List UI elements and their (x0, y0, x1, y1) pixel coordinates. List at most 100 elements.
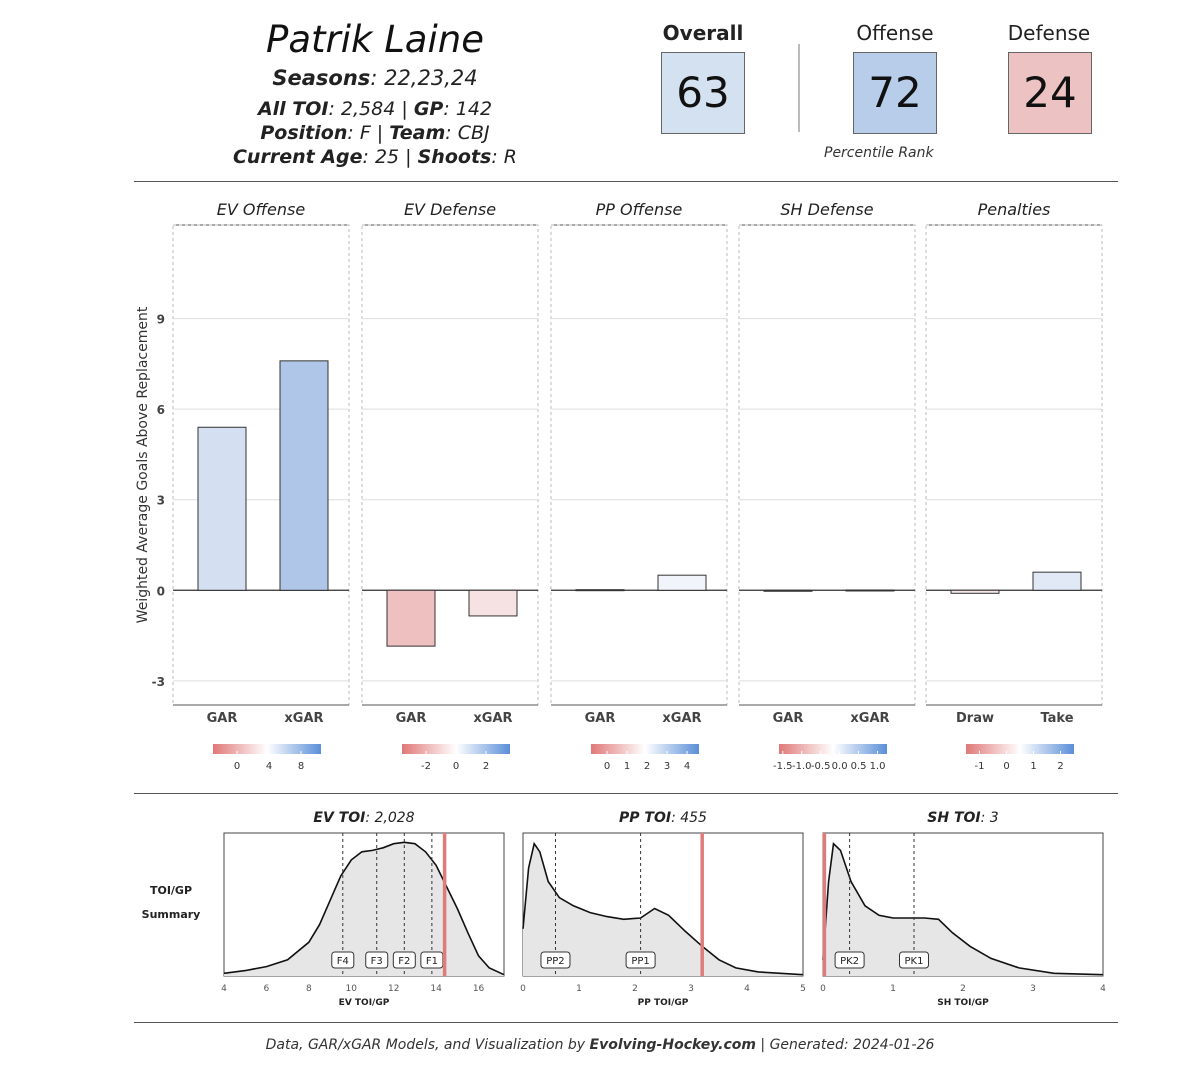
toi-panel-title: SH TOI: 3 (927, 810, 998, 826)
legend-tick-label: 0 (234, 761, 240, 772)
bar (845, 589, 895, 592)
footer-divider (134, 1022, 1118, 1023)
x-tick-label: Draw (956, 711, 994, 726)
toi-x-tick-label: 16 (473, 984, 485, 994)
footer-credit: Data, GAR/xGAR Models, and Visualization… (0, 1037, 1200, 1053)
legend-colorbar (966, 744, 1074, 754)
line-marker-label: F1 (426, 956, 438, 967)
toi-value: 2,584 (340, 98, 396, 120)
toi-title-label: SH TOI (927, 810, 980, 826)
toi-x-tick-label: 0 (820, 984, 826, 994)
gar-panel: EV Offense GAR xGAR 0 4 8 (172, 200, 350, 772)
legend-tick-label: 1 (1030, 761, 1036, 772)
toi-x-tick-label: 8 (306, 984, 312, 994)
panel-border (738, 224, 916, 706)
player-name: Patrik Laine (266, 18, 484, 61)
toi-x-tick-label: 5 (800, 984, 806, 994)
toi-title-value: : 455 (671, 810, 707, 826)
legend-tick-label: -2 (421, 761, 431, 772)
x-tick-label: GAR (207, 711, 238, 726)
gp-label: GP (413, 98, 444, 120)
x-tick-label: GAR (585, 711, 616, 726)
position-value: F (359, 122, 371, 144)
toi-x-tick-label: 2 (632, 984, 638, 994)
legend-colorbar (779, 744, 887, 754)
footer-suffix: | Generated: 2024-01-26 (755, 1037, 935, 1053)
seasons-value: 22,23,24 (384, 66, 478, 90)
age-label: Current Age (232, 146, 363, 168)
legend-tick-label: 1 (624, 761, 630, 772)
density-line (522, 841, 804, 976)
legend-tick-label: -1.5 (773, 761, 793, 772)
line-marker-label-box (899, 951, 929, 969)
y-tick-label: -3 (152, 675, 165, 689)
y-axis-label: Weighted Average Goals Above Replacement (135, 306, 151, 623)
header-divider (134, 181, 1118, 182)
legend-tick-label: -1 (975, 761, 985, 772)
panel-title: EV Defense (404, 200, 496, 219)
x-tick-label: xGAR (284, 711, 323, 726)
toi-row-label: TOI/GP (150, 884, 192, 897)
panel-border (925, 224, 1103, 706)
legend-tick-label: 0 (604, 761, 610, 772)
line-marker-label-box (365, 951, 389, 969)
toi-x-tick-label: 0 (520, 984, 526, 994)
line-marker-label-box (625, 951, 656, 969)
toi-panel: PP TOI: 455 PP2 PP1 0 1 2 3 4 5 PP TOI/GP (520, 810, 806, 1008)
position-label: Position (260, 122, 348, 144)
line-marker-label-box (834, 951, 865, 969)
legend-tick-label: 0.0 (832, 761, 848, 772)
shoots-label: Shoots (417, 146, 492, 168)
overall-rank-box: 63 (661, 52, 745, 134)
legend-tick-label: 2 (644, 761, 650, 772)
line-marker-label: PK2 (840, 956, 859, 967)
legend-tick-label: 0 (453, 761, 459, 772)
legend-colorbar (591, 744, 699, 754)
seasons-label: Seasons (272, 66, 371, 90)
team-value: CBJ (457, 122, 490, 144)
x-tick-label: Take (1040, 711, 1073, 726)
legend-tick-label: 4 (266, 761, 272, 772)
panel-title: Penalties (978, 200, 1051, 219)
legend-colorbar (213, 744, 321, 754)
toi-label: All TOI (257, 98, 329, 120)
toi-x-tick-label: 12 (388, 984, 399, 994)
shoots-value: R (503, 146, 517, 168)
y-tick-label: 6 (157, 403, 165, 417)
footer-brand: Evolving-Hockey.com (589, 1037, 756, 1053)
line-marker-label: PP2 (546, 956, 564, 967)
overall-label: Overall (662, 21, 744, 45)
legend-tick-label: 8 (298, 761, 304, 772)
gar-panel: EV Defense GAR xGAR -2 0 2 (361, 200, 539, 772)
y-tick-label: 0 (157, 584, 165, 598)
line-marker-label: F2 (398, 956, 410, 967)
toi-x-tick-label: 1 (576, 984, 582, 994)
panel-border (550, 224, 728, 706)
footer-prefix: Data, GAR/xGAR Models, and Visualization… (265, 1037, 590, 1053)
toi-panel-title: EV TOI: 2,028 (313, 810, 414, 826)
toi-x-tick-label: 3 (1030, 984, 1036, 994)
line-marker-label: F4 (337, 956, 349, 967)
age-value: 25 (374, 146, 400, 168)
legend-tick-label: 3 (664, 761, 670, 772)
bar (197, 426, 247, 591)
density-line (822, 842, 1104, 976)
density-area (224, 842, 504, 976)
line-marker-label-box (392, 951, 416, 969)
density-area (523, 843, 803, 976)
line-marker-label-box (331, 951, 355, 969)
gar-panel: SH Defense GAR xGAR -1.5 -1.0 -0.5 0.0 0.5 1.0 (738, 200, 916, 772)
x-tick-label: xGAR (662, 711, 701, 726)
density-line (223, 841, 505, 976)
toi-x-tick-label: 10 (346, 984, 358, 994)
toi-title-label: EV TOI (313, 810, 365, 826)
bar (468, 589, 518, 617)
density-area (823, 843, 1103, 976)
toi-panel-title: PP TOI: 455 (619, 810, 707, 826)
seasons-line: Seasons: 22,23,24 (272, 66, 478, 90)
bar (950, 589, 1000, 594)
bar (1032, 571, 1082, 591)
gar-panel: PP Offense GAR xGAR 0 1 2 3 4 (550, 200, 728, 772)
legend-tick-label: -0.5 (811, 761, 831, 772)
